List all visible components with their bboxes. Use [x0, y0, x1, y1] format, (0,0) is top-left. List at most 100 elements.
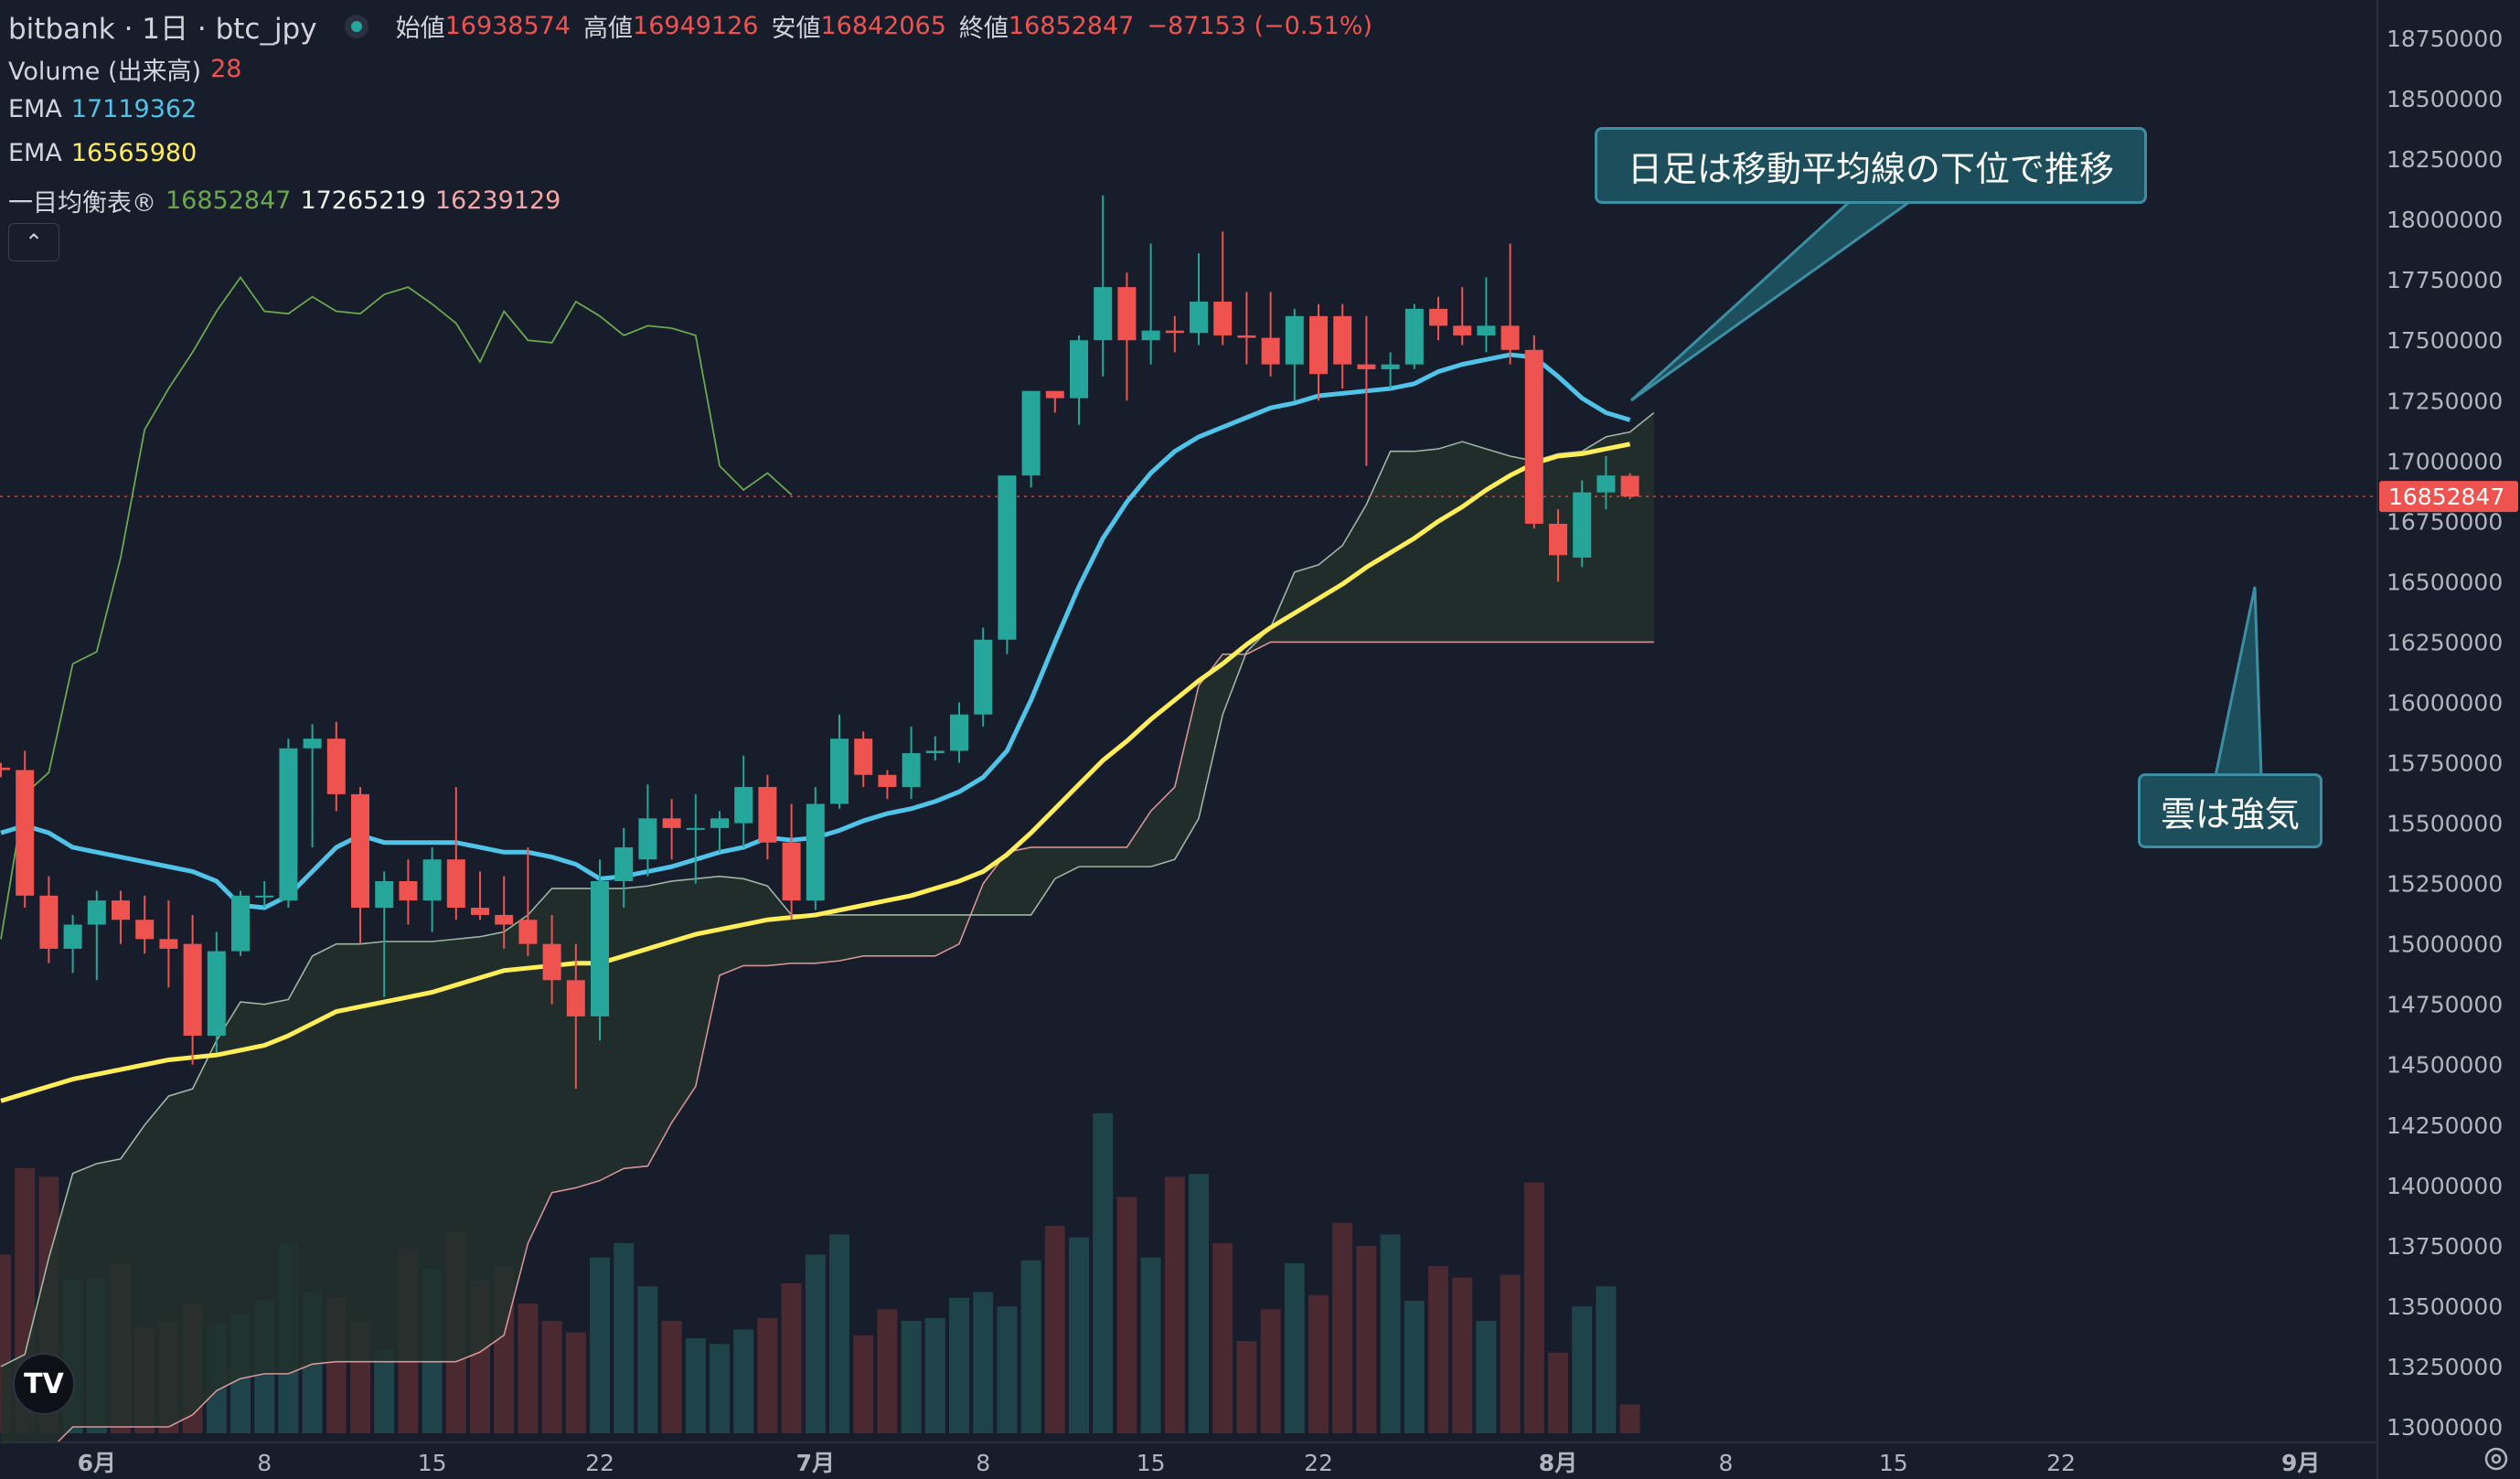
volume-bar [374, 1349, 395, 1433]
candle-body [1309, 315, 1328, 375]
price-tick-label: 15000000 [2387, 931, 2503, 958]
candle-body [351, 793, 369, 909]
low-value: 16842065 [820, 12, 946, 40]
ema-slow-label: EMA [8, 139, 62, 167]
volume-bar [1548, 1352, 1568, 1433]
candle-body [1500, 325, 1520, 350]
candle-body [375, 880, 394, 909]
candle-body [399, 880, 418, 901]
volume-bar [518, 1303, 539, 1433]
price-tick-label: 16500000 [2387, 569, 2503, 595]
change-value: −87153 (−0.51%) [1147, 12, 1372, 40]
candle-body [1261, 337, 1280, 365]
settings-gear-icon[interactable] [2478, 1441, 2515, 1477]
chevron-up-icon: ⌃ [24, 229, 44, 255]
price-tick-label: 18500000 [2387, 86, 2503, 112]
candle-body [758, 786, 777, 843]
tradingview-logo-icon[interactable]: TV [13, 1353, 75, 1415]
candle-body [1333, 315, 1352, 365]
candle-body [326, 739, 346, 794]
annotation-callout-ma[interactable]: 日足は移動平均線の下位で推移 [1595, 127, 2147, 204]
last-price-tag [2379, 481, 2518, 513]
volume-bar [1596, 1286, 1617, 1433]
price-tick-label: 14750000 [2387, 992, 2503, 1018]
price-tick-label: 13750000 [2387, 1233, 2503, 1260]
legend-ichimoku-row[interactable]: 一目均衡表® 16852847 17265219 16239129 [8, 183, 561, 218]
candle-body [1285, 315, 1304, 365]
volume-bar [1020, 1260, 1041, 1433]
ichimoku-value-1: 16852847 [166, 186, 292, 215]
price-tick-label: 18750000 [2387, 26, 2503, 52]
candle-body [1021, 390, 1041, 476]
volume-bar [1164, 1176, 1185, 1433]
volume-label: Volume (出来高) [8, 58, 202, 86]
candle-body [518, 920, 538, 944]
collapse-legend-button[interactable]: ⌃ [8, 223, 59, 261]
ichimoku-cloud [1, 412, 1654, 1442]
candle-body [1141, 330, 1160, 341]
senkou-span-b-line [56, 641, 1654, 1442]
volume-bar [590, 1257, 610, 1433]
callout-pointer-cloud [2214, 586, 2263, 778]
ichimoku-value-3: 16239129 [434, 186, 561, 215]
candle-body [87, 900, 106, 925]
volume-bar [924, 1317, 945, 1433]
legend-title-row: bitbank · 1日 · btc_jpy 始値 16938574 高値 1694… [8, 5, 1372, 47]
candle-body [159, 939, 178, 949]
volume-bar [877, 1309, 898, 1433]
candle-body [1404, 308, 1424, 365]
ema-fast-value: 17119362 [70, 95, 198, 123]
legend-volume-row[interactable]: Volume (出来高) 28 [8, 51, 241, 87]
candle-body [1094, 287, 1113, 341]
candle-body [686, 827, 705, 830]
volume-bar [685, 1337, 706, 1433]
volume-bar [1069, 1237, 1089, 1433]
open-value: 16938574 [444, 12, 571, 40]
price-tick-label: 17250000 [2387, 388, 2503, 414]
price-tick-label: 15500000 [2387, 811, 2503, 837]
time-tick-label: 15 [1137, 1450, 1166, 1476]
candle-body [1381, 364, 1400, 369]
time-tick-label: 8 [1718, 1450, 1733, 1476]
market-status-dot-icon [344, 14, 368, 38]
candle-body [207, 951, 226, 1037]
ema-slow-value: 16565980 [70, 139, 198, 167]
price-tick-label: 16000000 [2387, 689, 2503, 716]
candle-body [638, 818, 657, 860]
candle-body [806, 803, 825, 901]
high-label: 高値 [583, 15, 634, 43]
legend-ema-fast-row[interactable]: EMA 17119362 [8, 95, 197, 123]
volume-value: 28 [210, 55, 242, 83]
legend-ema-slow-row[interactable]: EMA 16565980 [8, 139, 197, 167]
volume-bar [1284, 1262, 1305, 1433]
price-tick-label: 15250000 [2387, 871, 2503, 898]
candle-body [112, 900, 130, 920]
candle-body [39, 895, 59, 949]
symbol-title[interactable]: bitbank · 1日 · btc_jpy [8, 13, 317, 46]
candle-body [1477, 325, 1496, 335]
candle-body [0, 767, 10, 771]
open-label: 始値 [395, 15, 445, 43]
candle-body [542, 943, 561, 981]
candle-body [1357, 364, 1376, 369]
time-tick-label: 8 [257, 1450, 272, 1476]
plot-area [0, 195, 2377, 1442]
candle-body [662, 818, 681, 828]
volume-bar [1572, 1306, 1593, 1433]
candle-body [16, 770, 35, 896]
annotation-callout-cloud[interactable]: 雲は強気 [2138, 773, 2322, 848]
volume-bar [1619, 1404, 1640, 1433]
volume-bar [661, 1321, 682, 1433]
volume-bar [1189, 1174, 1209, 1433]
candle-body [1117, 287, 1137, 341]
candle-body [255, 895, 274, 898]
candle-body [422, 859, 442, 901]
time-tick-label: 7月 [796, 1450, 835, 1476]
candle-body [1620, 475, 1639, 497]
candle-body [902, 752, 921, 787]
price-tick-label: 13250000 [2387, 1354, 2503, 1380]
candle-body [1573, 492, 1592, 558]
price-tick-label: 17000000 [2387, 448, 2503, 474]
price-axis [2377, 0, 2520, 1479]
